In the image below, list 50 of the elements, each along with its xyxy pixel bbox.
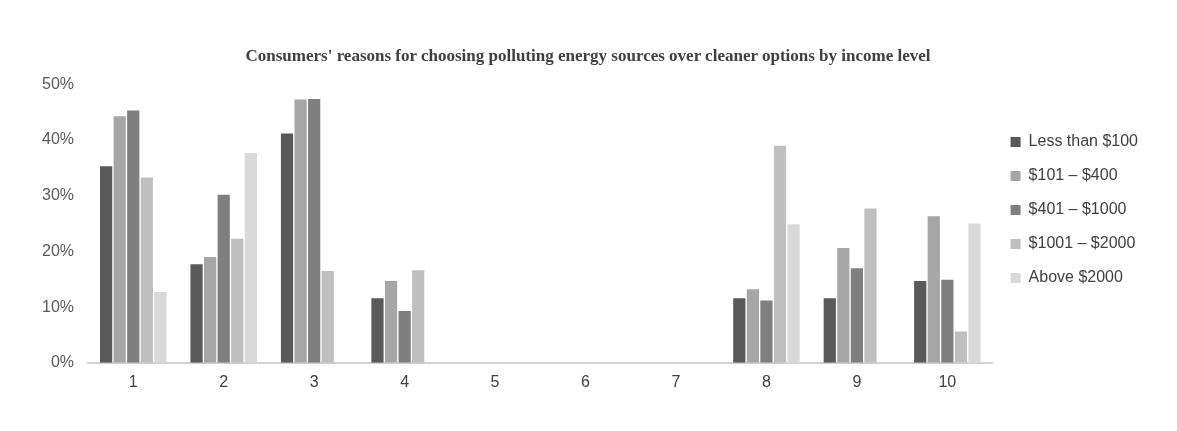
x-tick-label: 10 <box>938 372 957 390</box>
x-tick-label: 6 <box>581 372 591 390</box>
bar <box>398 311 411 363</box>
x-tick-label: 3 <box>309 372 319 390</box>
y-tick-label: 30% <box>41 186 75 204</box>
x-tick-label: 1 <box>128 372 138 390</box>
y-tick-label: 20% <box>41 241 75 259</box>
bar <box>760 300 773 363</box>
x-tick-label: 2 <box>219 372 229 390</box>
bar <box>927 216 940 363</box>
bar <box>140 177 153 363</box>
y-tick-label: 10% <box>41 297 75 315</box>
bar <box>773 145 787 363</box>
bar <box>941 279 954 363</box>
bar <box>384 280 398 363</box>
bar <box>217 194 230 363</box>
bar <box>127 110 140 363</box>
chart-title: Consumers' reasons for choosing polluting energy sources over cleaner options by income level <box>245 45 931 65</box>
legend-label: Above $2000 <box>1028 268 1123 286</box>
bar <box>837 248 850 363</box>
bar <box>412 270 425 363</box>
x-tick-label: 8 <box>761 372 771 390</box>
bar <box>280 133 294 363</box>
bar <box>204 257 217 363</box>
bar <box>113 116 126 363</box>
x-tick-label: 5 <box>490 372 500 390</box>
bar <box>864 208 877 363</box>
y-tick-label: 40% <box>41 130 75 148</box>
legend-label: Less than $100 <box>1028 132 1139 150</box>
bar <box>371 298 384 363</box>
x-tick-label: 7 <box>671 372 681 390</box>
bar <box>100 166 113 363</box>
bar <box>231 238 244 363</box>
bar <box>308 98 321 363</box>
bar <box>321 270 334 363</box>
bar <box>954 331 968 363</box>
legend-label: $101 – $400 <box>1028 166 1118 184</box>
bar <box>850 268 863 363</box>
bar <box>914 280 927 363</box>
y-tick-label: 50% <box>41 74 75 92</box>
bar <box>823 298 836 363</box>
x-tick-label: 9 <box>852 372 862 390</box>
bar <box>733 298 746 363</box>
legend-label: $401 – $1000 <box>1028 200 1127 218</box>
legend-label: $1001 – $2000 <box>1028 234 1136 252</box>
bar <box>746 289 759 363</box>
bar <box>294 99 307 363</box>
y-tick-label: 0% <box>50 353 75 371</box>
x-tick-label: 4 <box>400 372 410 390</box>
bar <box>190 264 203 363</box>
